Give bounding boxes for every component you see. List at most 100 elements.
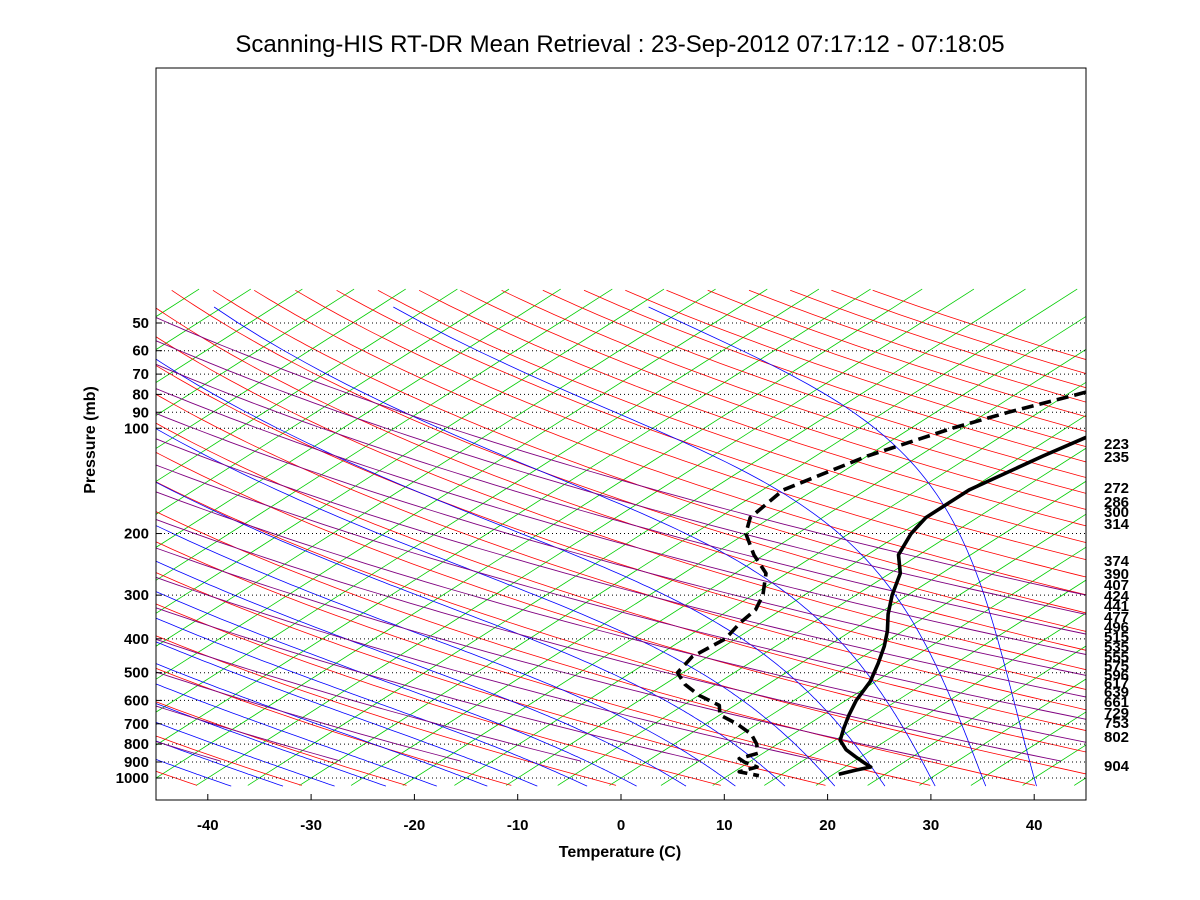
level-label: 374: [1104, 553, 1130, 570]
level-label: 477: [1104, 609, 1129, 626]
level-label: 441: [1104, 598, 1129, 615]
x-axis-ticks: -40 -30 -20 -10 0 10 20 30 40: [197, 794, 1043, 834]
pressure-gridlines: [156, 322, 1086, 779]
isotherm-line: [156, 288, 406, 449]
x-tick-label: -40: [197, 817, 219, 834]
level-label: 223: [1104, 436, 1129, 453]
moist-adiabat-line: [156, 591, 637, 787]
x-tick-label: 40: [1026, 817, 1043, 834]
composite-line: [156, 363, 1086, 635]
moist-adiabat-line: [648, 306, 1037, 787]
chart-title: Scanning-HIS RT-DR Mean Retrieval : 23-S…: [235, 31, 1004, 58]
dry-adiabat-line: [790, 289, 1086, 389]
isotherm-line: [156, 288, 768, 680]
dry-adiabat-line: [418, 289, 1086, 527]
dry-adiabat-line: [295, 289, 1086, 578]
composite-line: [156, 464, 1086, 720]
isotherm-line: [156, 288, 820, 713]
dry-adiabat-line: [156, 603, 721, 786]
x-tick-label: 30: [923, 817, 940, 834]
moist-adiabat-line: [156, 740, 284, 787]
dry-adiabat-line: [156, 451, 1086, 753]
level-label: 515: [1104, 629, 1129, 646]
moist-adiabat-line: [156, 641, 538, 787]
level-label: 729: [1104, 705, 1129, 722]
dry-adiabat-line: [377, 289, 1086, 544]
y-tick-label: 1000: [116, 770, 149, 787]
y-axis-label: Pressure (mb): [82, 386, 99, 494]
composite-line: [156, 671, 461, 762]
composite-line: [156, 607, 701, 762]
level-label: 904: [1104, 758, 1130, 775]
composite-line: [156, 438, 1086, 698]
level-label: 639: [1104, 684, 1129, 701]
dry-adiabat-line: [156, 572, 826, 786]
dry-adiabat-line: [460, 289, 1086, 510]
dry-adiabat-line: [253, 289, 1086, 596]
moist-adiabat-line: [156, 758, 232, 787]
composite-line: [156, 317, 1086, 596]
x-tick-label: 10: [716, 817, 733, 834]
dry-adiabat-line: [583, 289, 1086, 463]
x-tick-label: -30: [300, 817, 322, 834]
y-tick-label: 500: [124, 665, 149, 682]
level-label: 753: [1104, 715, 1129, 732]
temperature-profile: [838, 435, 1086, 776]
composite-line: [156, 491, 1086, 743]
right-level-labels: 2232352722863003143743904074244414774965…: [1104, 436, 1130, 775]
isotherm-line: [156, 288, 613, 581]
moist-adiabat-line: [156, 481, 786, 787]
isotherm-line: [156, 288, 716, 647]
dry-adiabat-line: [156, 481, 1086, 775]
isotherm-line: [156, 288, 871, 746]
dry-adiabat-line: [666, 289, 1086, 432]
level-label: 802: [1104, 729, 1129, 746]
moist-adiabat-line: [156, 703, 387, 787]
isotherm-line: [350, 315, 1086, 786]
moist-adiabat-line: [156, 525, 736, 787]
y-tick-label: 100: [124, 420, 149, 437]
y-tick-label: 50: [132, 315, 149, 332]
dry-adiabat-line: [542, 289, 1086, 478]
level-label: 300: [1104, 504, 1129, 521]
y-tick-label: 80: [132, 386, 149, 403]
composite-line: [156, 576, 821, 762]
dry-adiabat-line: [171, 289, 1086, 632]
y-tick-label: 600: [124, 692, 149, 709]
isotherm-line: [156, 288, 561, 548]
y-tick-label: 60: [132, 343, 149, 360]
level-label: 235: [1104, 449, 1129, 466]
level-label: 314: [1104, 516, 1130, 533]
isotherm-line: [712, 546, 1086, 786]
isotherm-line: [505, 414, 1086, 786]
moist-adiabat-line: [213, 306, 936, 787]
isotherm-line: [299, 288, 1078, 786]
level-label: 555: [1104, 649, 1129, 666]
dry-adiabat-line: [156, 365, 1086, 690]
isotherm-line: [156, 288, 458, 482]
isotherm-line: [156, 288, 665, 614]
isotherm-line: [919, 678, 1086, 786]
composite-line: [156, 547, 942, 762]
isotherm-line: [764, 579, 1086, 786]
x-tick-label: 20: [819, 817, 836, 834]
composite-line: [156, 412, 1086, 676]
composite-line: [156, 388, 1086, 655]
y-tick-label: 900: [124, 754, 149, 771]
composite-line: [156, 340, 1086, 615]
dry-adiabat-line: [748, 289, 1086, 403]
dry-adiabat-line: [156, 393, 1086, 711]
dry-adiabat-line: [156, 667, 512, 786]
dry-adiabat-line: [156, 511, 1036, 786]
level-label: 596: [1104, 667, 1129, 684]
composite-line: [156, 638, 581, 762]
isotherm-line: [195, 288, 975, 786]
isotherm-line: [867, 645, 1086, 786]
dry-adiabat-line: [707, 289, 1086, 418]
level-label: 424: [1104, 588, 1130, 605]
dewpoint-profile: [675, 390, 1086, 778]
x-tick-label: -10: [507, 817, 529, 834]
moist-adiabat-line: [156, 721, 335, 787]
